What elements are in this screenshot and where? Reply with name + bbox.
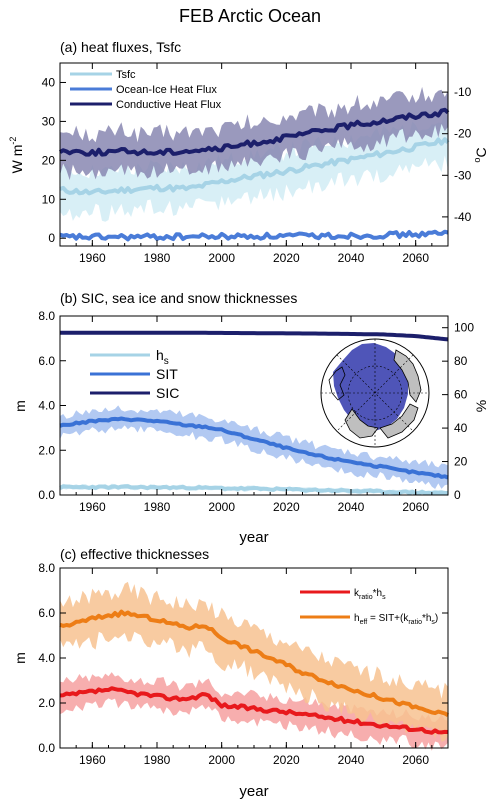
panel-c-xlabel: year bbox=[239, 783, 268, 800]
band-1-1 bbox=[60, 405, 448, 489]
legend-ocean-ice-label: Ocean-Ice Heat Flux bbox=[116, 84, 217, 96]
xtick-label-1-4: 2040 bbox=[338, 500, 365, 514]
panel-b-ticks: 1960 1980 2000 2020 2040 20600.02.04.06.08.00… bbox=[38, 309, 474, 514]
panel-a-title: (a) heat fluxes, Tsfc bbox=[60, 39, 181, 55]
legend-sic-label: SIC bbox=[156, 385, 179, 401]
xtick-label-1-0: 1960 bbox=[79, 500, 106, 514]
xtick-label-0-1: 1980 bbox=[144, 251, 171, 265]
panel-c: (c) effective thicknesses 1960 1980 2000 20… bbox=[12, 546, 450, 800]
y2tick-label-1-1: 20 bbox=[454, 455, 468, 469]
xtick-label-2-0: 1960 bbox=[79, 753, 106, 767]
map-land-3 bbox=[379, 403, 419, 439]
y2tick-label-0-0: -10 bbox=[454, 85, 472, 99]
ytick-label-2-4: 8.0 bbox=[38, 561, 55, 575]
ytick-label-1-4: 8.0 bbox=[38, 309, 55, 323]
xtick-label-2-3: 2020 bbox=[273, 753, 300, 767]
legend-sit-label: SIT bbox=[156, 366, 178, 382]
legend-krh-label: kratio*hs bbox=[354, 588, 386, 601]
xtick-label-2-2: 2000 bbox=[208, 753, 235, 767]
xtick-label-1-1: 1980 bbox=[144, 500, 171, 514]
ytick-label-1-3: 6.0 bbox=[38, 354, 55, 368]
map-land-1 bbox=[344, 408, 379, 439]
ytick-label-1-2: 4.0 bbox=[38, 399, 55, 413]
panel-b-title: (b) SIC, sea ice and snow thicknesses bbox=[60, 290, 297, 306]
figure-title: FEB Arctic Ocean bbox=[179, 6, 321, 26]
panel-b-xlabel: year bbox=[239, 529, 268, 546]
series-line-0-2 bbox=[58, 107, 450, 157]
series-line-1-1 bbox=[59, 416, 449, 480]
arctic-map-inset bbox=[320, 338, 430, 448]
legend-tsfc-label: Tsfc bbox=[116, 69, 136, 81]
ytick-label-2-1: 2.0 bbox=[38, 696, 55, 710]
xtick-label-0-0: 1960 bbox=[79, 251, 106, 265]
panel-b-y2label: % bbox=[473, 400, 489, 412]
panel-c-ticks: 1960 1980 2000 2020 2040 2060 0.0 2.0 4.0 6.0 8.0 bbox=[38, 561, 449, 767]
xtick-label-0-2: 2000 bbox=[208, 251, 235, 265]
y2tick-label-1-3: 60 bbox=[454, 388, 468, 402]
legend-conductive-label: Conductive Heat Flux bbox=[116, 99, 222, 111]
legend-hs-label: hs bbox=[156, 347, 169, 367]
map-meridian-4 bbox=[336, 354, 414, 432]
panel-c-lines bbox=[59, 609, 450, 735]
y2tick-label-1-0: 0 bbox=[454, 488, 461, 502]
y2tick-label-1-5: 100 bbox=[454, 321, 474, 335]
xtick-label-1-2: 2000 bbox=[208, 500, 235, 514]
xtick-label-2-1: 1980 bbox=[144, 753, 171, 767]
legend-heff-label: heff = SIT+(kratio*hs) bbox=[354, 613, 438, 626]
y2tick-label-0-2: -30 bbox=[454, 168, 472, 182]
panel-b-legend: hs SIT SIC bbox=[90, 347, 179, 401]
series-line-2-1 bbox=[59, 609, 450, 718]
xtick-label-1-5: 2060 bbox=[402, 500, 429, 514]
map-land-2 bbox=[393, 349, 422, 403]
xtick-label-0-3: 2020 bbox=[273, 251, 300, 265]
series-line-0-1 bbox=[59, 229, 449, 242]
y2tick-label-1-2: 40 bbox=[454, 421, 468, 435]
ytick-label-0-0: 0 bbox=[48, 231, 55, 245]
ytick-label-1-0: 0.0 bbox=[38, 488, 55, 502]
ytick-label-2-3: 6.0 bbox=[38, 606, 55, 620]
xtick-label-2-5: 2060 bbox=[402, 753, 429, 767]
xtick-label-1-3: 2020 bbox=[273, 500, 300, 514]
ytick-label-0-1: 10 bbox=[42, 192, 56, 206]
ytick-label-2-0: 0.0 bbox=[38, 741, 55, 755]
panel-b: (b) SIC, sea ice and snow thicknesses 19… bbox=[12, 290, 489, 546]
band-0-2 bbox=[60, 86, 448, 181]
panel-a-legend: Tsfc Ocean-Ice Heat Flux Conductive Heat… bbox=[70, 69, 222, 111]
xtick-label-2-4: 2040 bbox=[338, 753, 365, 767]
panel-a-lines bbox=[58, 107, 450, 242]
panel-a-y2label: oC bbox=[472, 147, 489, 162]
panel-a-ylabel: W m-2 bbox=[8, 137, 25, 174]
map-coast-1 bbox=[328, 366, 346, 401]
ytick-label-0-4: 40 bbox=[42, 75, 56, 89]
ytick-label-0-2: 20 bbox=[42, 153, 56, 167]
xtick-label-0-5: 2060 bbox=[402, 251, 429, 265]
y2tick-label-1-4: 80 bbox=[454, 354, 468, 368]
panel-c-legend: kratio*hs heff = SIT+(kratio*hs) bbox=[300, 588, 438, 626]
panel-c-ylabel: m bbox=[12, 652, 28, 664]
ytick-label-0-3: 30 bbox=[42, 114, 56, 128]
panel-c-title: (c) effective thicknesses bbox=[60, 546, 209, 562]
panel-a: (a) heat fluxes, Tsfc 1960 1980 2000 2020 20… bbox=[8, 39, 489, 265]
series-line-0-0 bbox=[59, 137, 450, 196]
band-2-0 bbox=[60, 672, 448, 751]
ytick-label-1-1: 2.0 bbox=[38, 443, 55, 457]
series-line-2-0 bbox=[59, 686, 449, 735]
ytick-label-2-2: 4.0 bbox=[38, 651, 55, 665]
panel-b-ylabel: m bbox=[12, 400, 28, 412]
y2tick-label-0-3: -40 bbox=[454, 210, 472, 224]
y2tick-label-0-1: -20 bbox=[454, 127, 472, 141]
series-line-1-2 bbox=[60, 330, 449, 342]
xtick-label-0-4: 2040 bbox=[338, 251, 365, 265]
panel-a-ticks: 1960 1980 2000 2020 2040 2060 0 10 20 30 40 -10 -20 -… bbox=[42, 63, 472, 265]
